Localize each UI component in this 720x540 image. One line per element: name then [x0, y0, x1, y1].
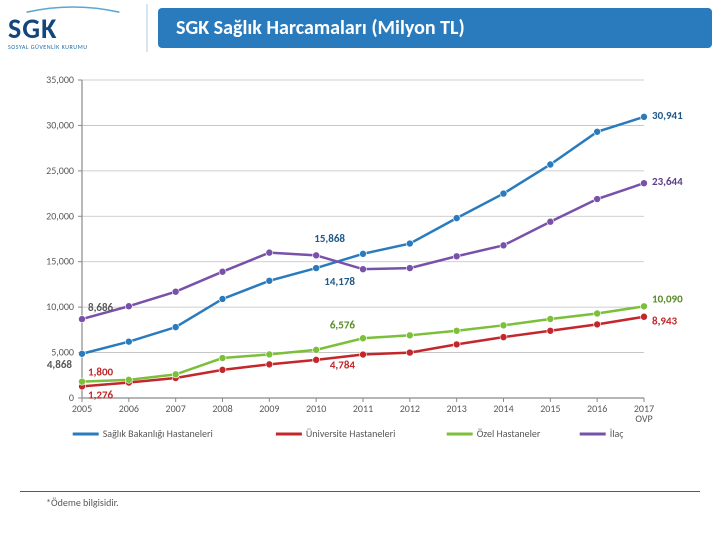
data-point: [547, 315, 554, 322]
data-point: [594, 321, 601, 328]
footnote: *Ödeme bilgisidir.: [20, 491, 700, 509]
data-point: [594, 128, 601, 135]
data-point: [172, 288, 179, 295]
value-label: 8,943: [652, 315, 678, 328]
data-point: [125, 338, 132, 345]
data-point: [547, 327, 554, 334]
logo-sub-text: SOSYAL GÜVENLİK KURUMU: [8, 43, 138, 51]
svg-text:30,000: 30,000: [46, 118, 74, 131]
value-label: 23,644: [652, 175, 683, 188]
data-point: [406, 332, 413, 339]
header: SGK SOSYAL GÜVENLİK KURUMU SGK Sağlık Ha…: [0, 0, 720, 56]
data-point: [453, 327, 460, 334]
svg-text:2006: 2006: [119, 402, 139, 415]
svg-text:2012: 2012: [400, 402, 420, 415]
value-label: 8,686: [88, 301, 114, 314]
chart-container: 05,00010,00015,00020,00025,00030,00035,0…: [0, 56, 720, 491]
data-point: [594, 310, 601, 317]
data-point: [453, 215, 460, 222]
svg-text:35,000: 35,000: [46, 73, 74, 86]
svg-text:25,000: 25,000: [46, 164, 74, 177]
svg-text:2005: 2005: [72, 402, 92, 415]
legend-label: Sağlık Bakanlığı Hastaneleri: [103, 427, 213, 440]
data-point: [360, 266, 367, 273]
data-point: [406, 265, 413, 272]
data-point: [313, 252, 320, 259]
title-bar: SGK Sağlık Harcamaları (Milyon TL): [158, 8, 712, 48]
svg-text:2011: 2011: [353, 402, 373, 415]
value-label: 4,784: [330, 359, 356, 372]
value-label: 15,868: [314, 232, 345, 245]
data-point: [219, 355, 226, 362]
svg-text:20,000: 20,000: [46, 209, 74, 222]
value-label: 1,276: [88, 388, 114, 401]
data-point: [266, 351, 273, 358]
data-point: [547, 218, 554, 225]
svg-text:2015: 2015: [540, 402, 560, 415]
data-point: [406, 240, 413, 247]
svg-text:15,000: 15,000: [46, 255, 74, 268]
data-point: [453, 341, 460, 348]
data-point: [266, 249, 273, 256]
data-point: [219, 268, 226, 275]
data-point: [547, 161, 554, 168]
svg-text:2014: 2014: [493, 402, 513, 415]
legend-label: Özel Hastaneler: [477, 427, 541, 440]
data-point: [360, 250, 367, 257]
data-point: [266, 361, 273, 368]
data-point: [360, 351, 367, 358]
data-point: [79, 316, 86, 323]
svg-text:2009: 2009: [259, 402, 279, 415]
legend-label: Üniversite Hastaneleri: [306, 427, 395, 440]
svg-text:2007: 2007: [166, 402, 186, 415]
value-label: 30,941: [652, 109, 683, 122]
svg-text:10,000: 10,000: [46, 300, 74, 313]
svg-text:2010: 2010: [306, 402, 326, 415]
data-point: [125, 303, 132, 310]
data-point: [500, 242, 507, 249]
series-line: [82, 306, 644, 381]
data-point: [79, 378, 86, 385]
data-point: [360, 335, 367, 342]
data-point: [125, 376, 132, 383]
svg-text:OVP: OVP: [635, 412, 652, 425]
data-point: [500, 322, 507, 329]
data-point: [172, 324, 179, 331]
data-point: [266, 277, 273, 284]
data-point: [641, 303, 648, 310]
data-point: [313, 265, 320, 272]
data-point: [453, 253, 460, 260]
data-point: [79, 350, 86, 357]
data-point: [219, 366, 226, 373]
data-point: [500, 334, 507, 341]
data-point: [219, 295, 226, 302]
data-point: [313, 346, 320, 353]
value-label: 6,576: [330, 318, 356, 331]
data-point: [641, 180, 648, 187]
line-chart: 05,00010,00015,00020,00025,00030,00035,0…: [20, 66, 700, 486]
value-label: 4,868: [47, 358, 73, 371]
data-point: [641, 313, 648, 320]
logo-main-text: SGK: [8, 15, 138, 43]
data-point: [500, 190, 507, 197]
data-point: [313, 356, 320, 363]
data-point: [172, 371, 179, 378]
legend-label: İlaç: [610, 427, 625, 440]
sgk-logo: SGK SOSYAL GÜVENLİK KURUMU: [8, 4, 148, 52]
data-point: [641, 113, 648, 120]
page-title: SGK Sağlık Harcamaları (Milyon TL): [176, 16, 465, 40]
svg-text:2013: 2013: [447, 402, 467, 415]
data-point: [594, 196, 601, 203]
svg-text:2008: 2008: [212, 402, 232, 415]
data-point: [406, 349, 413, 356]
value-label: 10,090: [652, 292, 683, 305]
value-label: 14,178: [324, 275, 355, 288]
value-label: 1,800: [88, 366, 114, 379]
svg-text:5,000: 5,000: [51, 346, 74, 359]
svg-text:2016: 2016: [587, 402, 607, 415]
